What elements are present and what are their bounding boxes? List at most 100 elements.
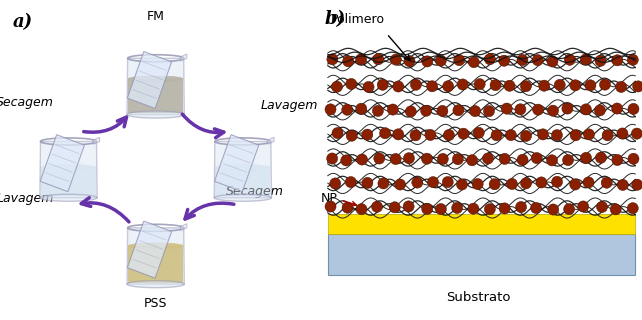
Ellipse shape <box>517 54 528 66</box>
Ellipse shape <box>610 204 621 215</box>
Ellipse shape <box>373 54 384 65</box>
Ellipse shape <box>612 55 623 66</box>
Ellipse shape <box>507 178 517 189</box>
Ellipse shape <box>372 201 383 212</box>
Ellipse shape <box>628 153 639 164</box>
Ellipse shape <box>467 155 478 166</box>
Ellipse shape <box>595 152 607 163</box>
Ellipse shape <box>554 79 566 91</box>
Ellipse shape <box>564 54 575 65</box>
Text: PSS: PSS <box>144 297 168 310</box>
Ellipse shape <box>469 106 481 117</box>
Ellipse shape <box>393 129 404 140</box>
Ellipse shape <box>453 154 464 165</box>
Ellipse shape <box>379 128 390 139</box>
Ellipse shape <box>616 81 627 92</box>
Ellipse shape <box>595 55 606 66</box>
Ellipse shape <box>532 54 543 66</box>
Ellipse shape <box>410 79 421 90</box>
Ellipse shape <box>632 81 642 92</box>
Ellipse shape <box>456 179 467 190</box>
Ellipse shape <box>127 111 184 118</box>
Ellipse shape <box>41 164 96 170</box>
Ellipse shape <box>404 56 415 67</box>
Text: Lavagem: Lavagem <box>261 99 318 112</box>
Ellipse shape <box>537 129 548 140</box>
Ellipse shape <box>374 153 385 164</box>
Ellipse shape <box>128 76 183 82</box>
Ellipse shape <box>412 177 423 188</box>
Ellipse shape <box>569 179 581 190</box>
Ellipse shape <box>356 54 367 65</box>
Ellipse shape <box>584 129 594 140</box>
Ellipse shape <box>458 128 469 139</box>
Ellipse shape <box>389 202 400 213</box>
Ellipse shape <box>548 204 559 215</box>
Polygon shape <box>128 79 183 113</box>
Ellipse shape <box>504 80 515 92</box>
Ellipse shape <box>331 81 342 92</box>
Ellipse shape <box>521 130 532 141</box>
Ellipse shape <box>325 201 336 212</box>
Ellipse shape <box>585 80 596 91</box>
Ellipse shape <box>435 55 446 66</box>
Ellipse shape <box>327 153 338 164</box>
Ellipse shape <box>342 202 353 213</box>
Ellipse shape <box>578 201 589 212</box>
Text: Substrato: Substrato <box>446 291 510 304</box>
Ellipse shape <box>536 177 547 188</box>
Polygon shape <box>41 167 96 196</box>
Ellipse shape <box>482 153 494 164</box>
Ellipse shape <box>539 80 550 91</box>
Text: NP: NP <box>321 192 338 205</box>
Ellipse shape <box>596 201 607 212</box>
Ellipse shape <box>601 177 612 188</box>
Ellipse shape <box>362 177 373 188</box>
Ellipse shape <box>345 177 356 188</box>
Ellipse shape <box>516 202 526 213</box>
Ellipse shape <box>403 153 415 164</box>
Ellipse shape <box>547 56 558 67</box>
Ellipse shape <box>387 104 399 115</box>
Ellipse shape <box>564 204 575 215</box>
Ellipse shape <box>583 177 594 188</box>
Ellipse shape <box>372 105 383 116</box>
Ellipse shape <box>474 78 485 90</box>
Polygon shape <box>216 167 270 196</box>
Polygon shape <box>214 141 272 198</box>
Ellipse shape <box>426 81 438 92</box>
Ellipse shape <box>517 154 528 165</box>
Polygon shape <box>40 141 97 198</box>
Polygon shape <box>180 224 187 231</box>
Ellipse shape <box>472 179 483 190</box>
Text: b): b) <box>324 10 345 28</box>
Ellipse shape <box>216 164 270 170</box>
Ellipse shape <box>378 178 389 189</box>
Ellipse shape <box>530 202 542 213</box>
Ellipse shape <box>484 53 496 65</box>
Ellipse shape <box>363 81 374 92</box>
Polygon shape <box>128 246 183 283</box>
Ellipse shape <box>580 54 591 65</box>
Ellipse shape <box>562 103 573 114</box>
Ellipse shape <box>356 154 368 165</box>
Polygon shape <box>268 137 274 144</box>
Ellipse shape <box>551 130 562 141</box>
Ellipse shape <box>390 153 401 164</box>
Ellipse shape <box>330 178 341 189</box>
Ellipse shape <box>533 104 544 115</box>
Ellipse shape <box>128 243 183 249</box>
Ellipse shape <box>428 177 438 188</box>
Ellipse shape <box>521 178 532 189</box>
Ellipse shape <box>627 203 638 214</box>
Ellipse shape <box>631 128 642 139</box>
Ellipse shape <box>468 203 479 214</box>
Ellipse shape <box>580 104 591 115</box>
Ellipse shape <box>422 204 433 215</box>
Ellipse shape <box>356 204 367 215</box>
Polygon shape <box>127 58 184 115</box>
Ellipse shape <box>395 179 406 190</box>
Polygon shape <box>180 54 187 61</box>
Ellipse shape <box>617 128 628 139</box>
Ellipse shape <box>437 153 448 164</box>
